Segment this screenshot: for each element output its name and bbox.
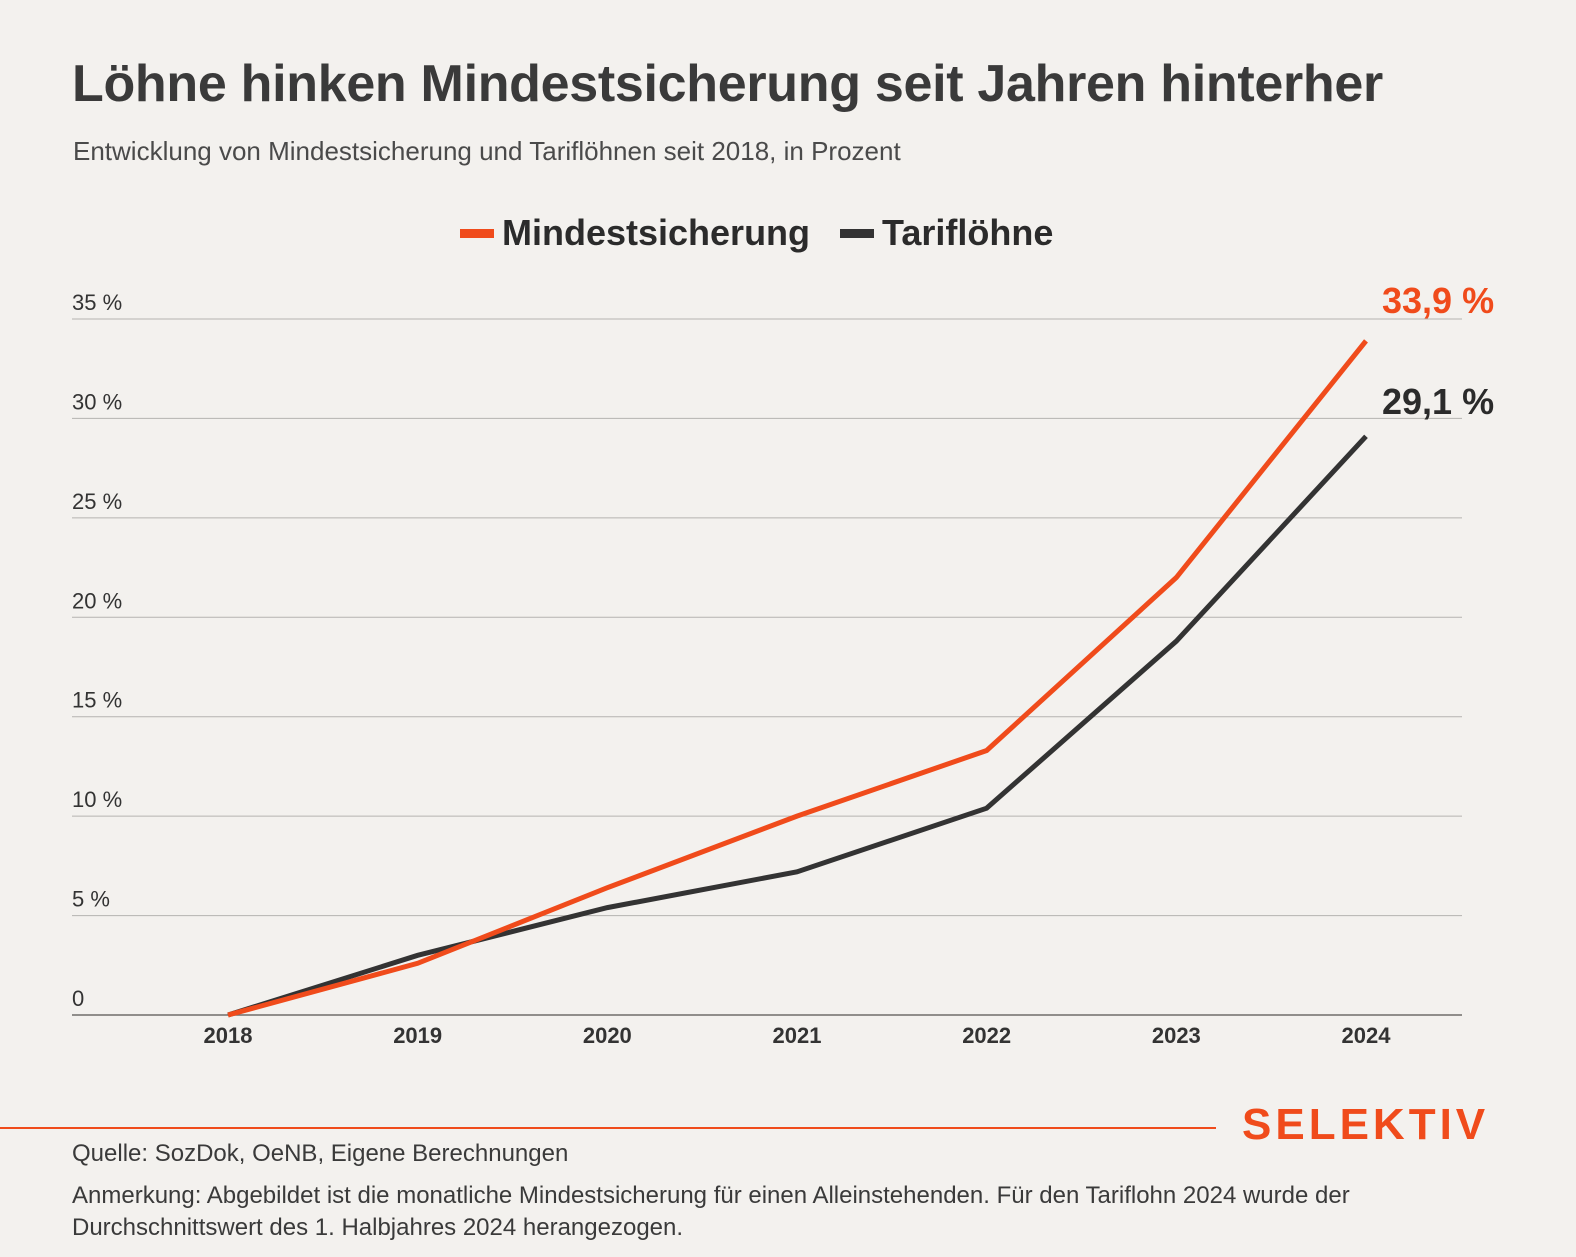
legend-label-mindestsicherung: Mindestsicherung [502, 212, 811, 253]
annotation-note: Anmerkung: Abgebildet ist die monatliche… [72, 1182, 1350, 1241]
x-tick-label: 2022 [962, 1023, 1011, 1048]
source-note: Quelle: SozDok, OeNB, Eigene Berechnunge… [72, 1140, 569, 1167]
legend-item-mindestsicherung: Mindestsicherung [460, 212, 810, 254]
legend-item-tarifloehne: Tariflöhne [840, 212, 1053, 254]
series-line-tariflhne [227, 434, 1368, 1018]
legend-swatch-mindestsicherung [460, 228, 494, 238]
y-tick-label: 20 % [72, 588, 122, 613]
y-tick-label: 15 % [72, 688, 122, 713]
y-tick-label: 25 % [72, 489, 122, 514]
x-tick-label: 2024 [1342, 1023, 1392, 1048]
brand-logo: SELEKTIV [1242, 1100, 1490, 1149]
y-tick-label: 35 % [72, 290, 122, 315]
x-tick-label: 2019 [393, 1023, 442, 1048]
x-tick-label: 2018 [204, 1023, 253, 1048]
y-tick-label: 30 % [72, 389, 122, 414]
legend-swatch-tarifloehne [840, 228, 875, 238]
x-tick-label: 2021 [773, 1023, 822, 1048]
series-line-mindestsicherung [227, 339, 1368, 1018]
legend: Mindestsicherung Tariflöhne [460, 212, 1083, 254]
chart-title: Löhne hinken Mindestsicherung seit Jahre… [72, 55, 1383, 113]
line-chart: 0 5 % 10 % 15 % 20 % 25 % 30 % 35 % 2018 2019 2020… [72, 280, 1494, 1048]
y-tick-label: 5 % [72, 887, 110, 912]
footer-divider [0, 1127, 1216, 1129]
end-value-label: 33,9 % [1382, 280, 1494, 321]
end-value-label: 29,1 % [1382, 381, 1494, 422]
chart-subtitle: Entwicklung von Mindestsicherung und Tar… [73, 136, 901, 166]
legend-label-tarifloehne: Tariflöhne [882, 212, 1054, 253]
y-tick-label: 0 [72, 986, 84, 1011]
x-tick-label: 2020 [583, 1023, 632, 1048]
y-tick-label: 10 % [72, 787, 122, 812]
x-tick-label: 2023 [1152, 1023, 1201, 1048]
